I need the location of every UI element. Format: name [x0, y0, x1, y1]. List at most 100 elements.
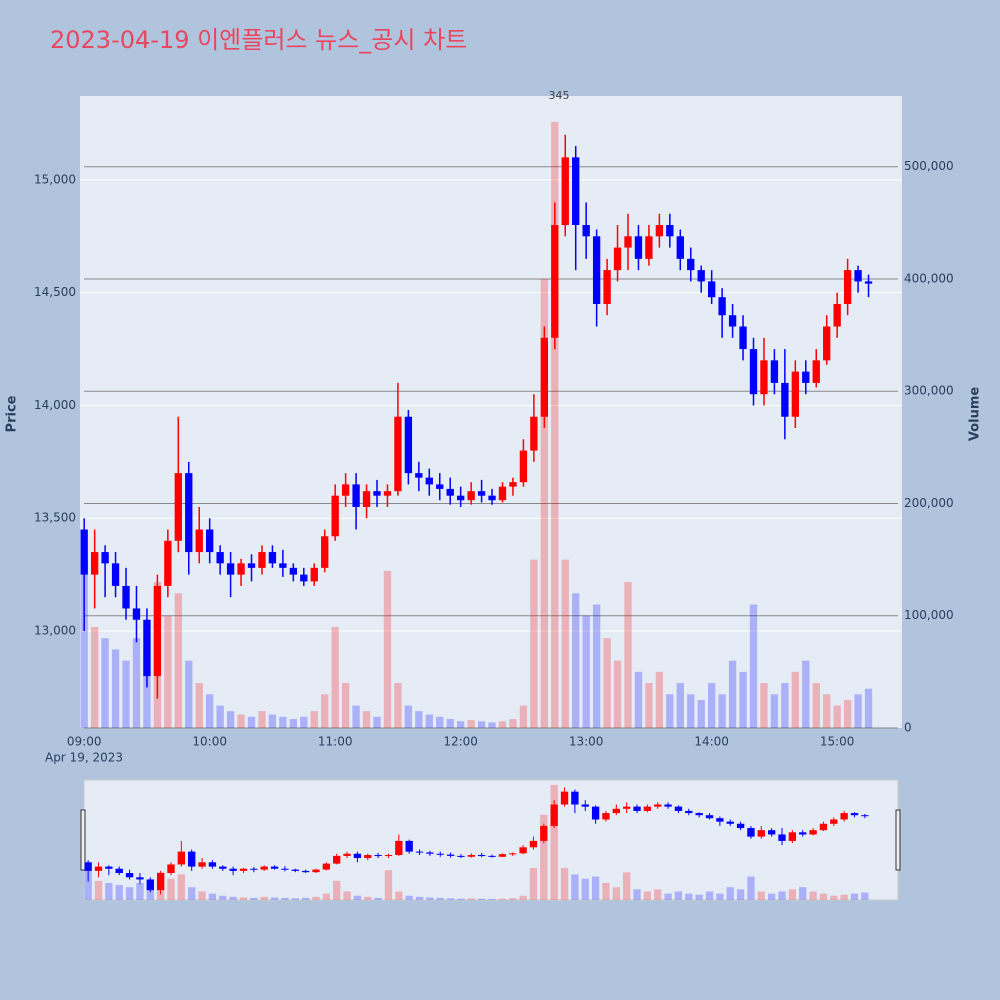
volume-bar	[185, 660, 193, 728]
volume-bar	[612, 887, 620, 900]
candle-body	[809, 830, 817, 835]
volume-bar	[132, 638, 141, 728]
volume-bar	[819, 893, 828, 900]
y2-axis-title: Volume	[968, 387, 983, 442]
candle-body	[561, 157, 569, 226]
candle-body	[708, 281, 716, 298]
candle-body	[301, 870, 310, 873]
volume-bar	[333, 880, 341, 900]
candle-body	[840, 813, 848, 820]
candle-body	[405, 840, 413, 852]
candle-body	[312, 869, 320, 873]
candle-body	[655, 225, 664, 237]
volume-bar	[778, 891, 786, 900]
candle-body	[674, 806, 683, 811]
candle-body	[291, 869, 299, 871]
candle-body	[322, 863, 330, 870]
candle-body	[550, 804, 558, 826]
candle-body	[864, 281, 873, 284]
candle-body	[770, 360, 779, 383]
volume-bar	[757, 891, 765, 900]
candle-body	[404, 416, 413, 474]
volume-bar	[300, 716, 308, 728]
volume-bar	[812, 683, 820, 728]
volume-bar	[739, 671, 747, 728]
candle-body	[208, 862, 217, 867]
candle-body	[457, 495, 465, 501]
volume-bar	[788, 889, 797, 900]
volume-bar	[572, 593, 580, 728]
volume-bar	[405, 895, 413, 900]
candle-body	[498, 486, 507, 501]
volume-bar	[809, 891, 817, 900]
annotation: 345	[548, 89, 569, 102]
volume-bar	[624, 582, 632, 728]
candle-body	[833, 303, 841, 327]
candle-body	[509, 853, 517, 855]
candle-body	[645, 236, 653, 259]
volume-bar	[705, 891, 714, 900]
candle-body	[582, 225, 590, 237]
volume-bar	[833, 705, 841, 728]
candle-body	[591, 806, 600, 820]
range-handle[interactable]	[895, 809, 901, 871]
volume-bar	[105, 882, 113, 900]
candle-body	[281, 868, 289, 870]
volume-bar	[582, 615, 590, 728]
volume-bar	[270, 897, 279, 900]
candle-body	[634, 236, 643, 259]
candle-body	[695, 813, 703, 816]
candle-body	[612, 808, 620, 814]
x-tick-label: 15:00	[820, 735, 855, 749]
volume-bar	[467, 898, 475, 900]
volume-bar	[634, 671, 643, 728]
candle-body	[415, 473, 423, 478]
range-slider[interactable]	[83, 779, 899, 901]
x-tick-label: 14:00	[694, 735, 729, 749]
candle-body	[571, 791, 579, 805]
candle-body	[592, 236, 601, 304]
candle-body	[654, 804, 662, 807]
candle-body	[736, 823, 745, 829]
volume-bar	[519, 705, 528, 728]
candle-body	[177, 851, 186, 865]
candle-body	[664, 804, 672, 807]
volume-bar	[426, 897, 434, 900]
candle-body	[446, 854, 455, 856]
candle-body	[488, 855, 496, 857]
volume-bar	[331, 626, 339, 728]
candle-body	[788, 832, 797, 841]
volume-bar	[643, 891, 652, 900]
volume-bar	[697, 699, 705, 728]
volume-bar	[560, 868, 569, 900]
volume-bar	[343, 891, 351, 900]
candle-body	[258, 552, 266, 568]
volume-bar	[603, 638, 611, 728]
candle-body	[247, 563, 256, 568]
volume-bar	[436, 897, 444, 900]
y-axis-title: Price	[5, 395, 20, 432]
volume-bar	[394, 683, 402, 728]
volume-bar	[80, 559, 88, 728]
volume-bar	[687, 694, 695, 728]
volume-bar	[404, 705, 413, 728]
y2-tick-label: 300,000	[904, 384, 954, 398]
range-handle[interactable]	[80, 809, 86, 871]
volume-bar	[425, 714, 433, 728]
volume-bar	[229, 896, 237, 900]
candle-body	[467, 855, 475, 857]
candle-body	[143, 619, 151, 677]
candle-body	[488, 495, 496, 501]
candle-body	[132, 608, 141, 620]
candle-body	[341, 484, 350, 496]
plot-area	[80, 96, 902, 728]
volume-bar	[791, 671, 799, 728]
volume-bar	[281, 897, 289, 900]
volume-bar	[216, 705, 224, 728]
volume-bar	[353, 895, 362, 900]
volume-bar	[802, 660, 810, 728]
volume-bar	[854, 694, 862, 728]
candle-body	[343, 853, 351, 856]
volume-bar	[550, 784, 558, 900]
